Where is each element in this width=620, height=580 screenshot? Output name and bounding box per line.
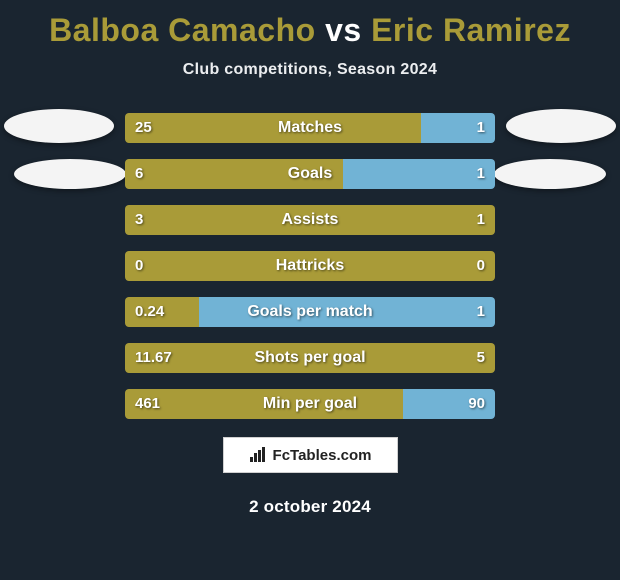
stat-rows: Matches251 Goals61 Assists31 Hattricks00 Goa… <box>125 113 495 419</box>
source-badge: FcTables.com <box>223 437 398 473</box>
stat-row: Matches251 <box>125 113 495 143</box>
stat-row: Goals61 <box>125 159 495 189</box>
stat-bar-left <box>125 205 495 235</box>
subtitle: Club competitions, Season 2024 <box>0 61 620 79</box>
player1-photo-placeholder <box>14 159 126 189</box>
stat-bar-left <box>125 343 495 373</box>
stat-bar-right <box>403 389 496 419</box>
stat-bar-left <box>125 251 495 281</box>
page-title: Balboa Camacho vs Eric Ramirez <box>0 12 620 49</box>
stat-bar-right <box>199 297 495 327</box>
stat-bar-left <box>125 113 421 143</box>
stat-row: Hattricks00 <box>125 251 495 281</box>
title-player1: Balboa Camacho <box>49 12 316 48</box>
chart-icon <box>249 447 267 463</box>
player1-photo-placeholder <box>4 109 114 143</box>
stat-row: Goals per match0.241 <box>125 297 495 327</box>
stat-bar-right <box>421 113 495 143</box>
title-player2: Eric Ramirez <box>371 12 571 48</box>
stat-row: Shots per goal11.675 <box>125 343 495 373</box>
title-vs: vs <box>325 12 362 48</box>
stat-row: Min per goal46190 <box>125 389 495 419</box>
player2-photo-placeholder <box>494 159 606 189</box>
stat-bar-left <box>125 297 199 327</box>
player2-photo-placeholder <box>506 109 616 143</box>
comparison-chart: Matches251 Goals61 Assists31 Hattricks00 Goa… <box>0 113 620 419</box>
date-text: 2 october 2024 <box>0 497 620 517</box>
comparison-card: Balboa Camacho vs Eric Ramirez Club comp… <box>0 0 620 580</box>
stat-row: Assists31 <box>125 205 495 235</box>
stat-bar-left <box>125 389 403 419</box>
stat-bar-right <box>343 159 495 189</box>
stat-bar-left <box>125 159 343 189</box>
source-text: FcTables.com <box>273 447 372 464</box>
